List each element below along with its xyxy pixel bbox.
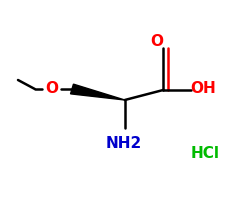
Text: HCl: HCl [191,146,220,160]
Polygon shape [71,84,125,100]
Text: O: O [151,33,164,48]
Text: NH2: NH2 [105,136,142,151]
Text: OH: OH [190,81,216,96]
Text: O: O [45,81,58,96]
